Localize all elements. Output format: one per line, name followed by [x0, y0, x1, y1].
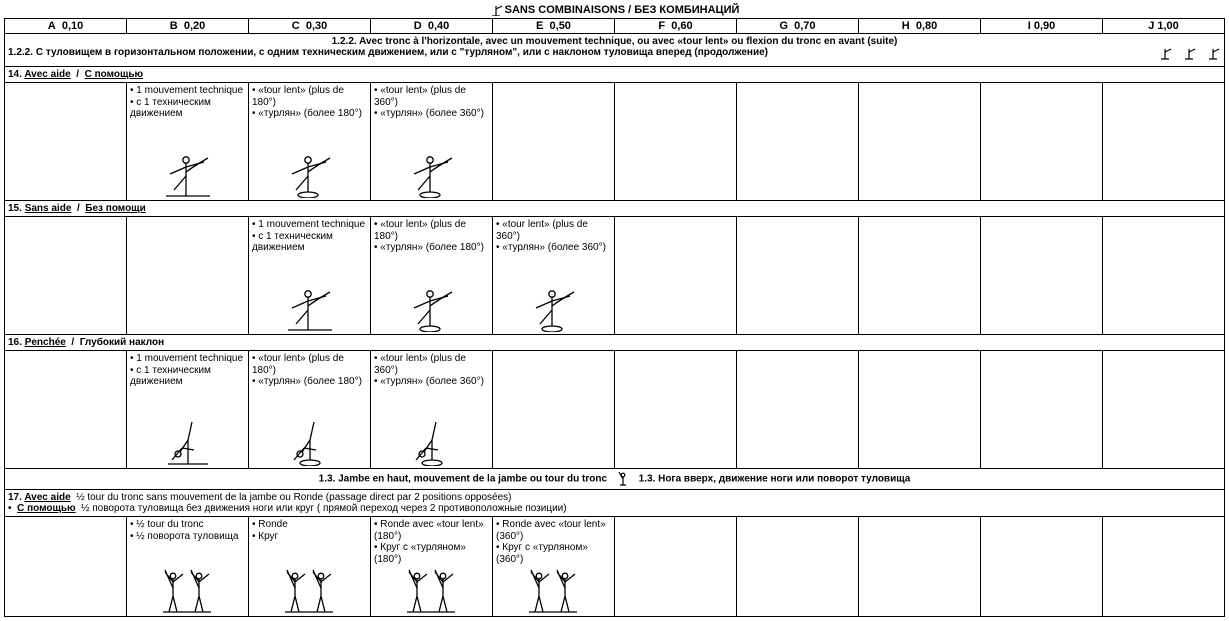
row17-C: Ronde Круг [249, 517, 371, 617]
figure-icon [286, 286, 334, 332]
column-header-row: A 0,10 B 0,20 C 0,30 D 0,40 E 0,50 F 0,6… [5, 19, 1225, 34]
col-J: J 1,00 [1103, 19, 1225, 34]
figure-icon [529, 568, 579, 614]
row14-D: «tour lent» (plus de 360°) «турлян» (бол… [371, 83, 493, 201]
col-I: I 0,90 [981, 19, 1103, 34]
figure-icon [164, 420, 212, 466]
header-ru: БЕЗ КОМБИНАЦИЙ [634, 4, 739, 16]
row17-label: 17. Avec aide ½ tour du tronc sans mouve… [5, 490, 1225, 517]
row17-cells: ½ tour du tronc ½ поворота туловища Rond… [5, 517, 1225, 617]
row17-B: ½ tour du tronc ½ поворота туловища [127, 517, 249, 617]
figure-icon [286, 420, 334, 466]
row15-C: 1 mouvement technique с 1 техническим дв… [249, 217, 371, 335]
col-D: D 0,40 [371, 19, 493, 34]
row16-cells: 1 mouvement technique с 1 техническим дв… [5, 351, 1225, 469]
figure-icon [163, 568, 213, 614]
col-A: A 0,10 [5, 19, 127, 34]
row15-E: «tour lent» (plus de 360°) «турлян» (бол… [493, 217, 615, 335]
figure-icon [408, 152, 456, 198]
row17-D: Ronde avec «tour lent» (180°) Круг с «ту… [371, 517, 493, 617]
row15-cells: 1 mouvement technique с 1 техническим дв… [5, 217, 1225, 335]
figure-icon [286, 152, 334, 198]
section-122-head: 1.2.2. Avec tronc à l'horizontale, avec … [5, 34, 1225, 67]
row14-B: 1 mouvement technique с 1 техническим дв… [127, 83, 249, 201]
legup-icon [616, 471, 630, 487]
row15-D: «tour lent» (plus de 180°) «турлян» (бол… [371, 217, 493, 335]
header-fr: SANS COMBINAISONS [505, 4, 625, 16]
row15-label: 15. Sans aide / Без помощи [5, 201, 1225, 217]
section-13-head: 1.3. Jambe en haut, mouvement de la jamb… [5, 469, 1225, 490]
row16-label: 16. Penchée / Глубокий наклон [5, 335, 1225, 351]
row14-label: 14. Avec aide / С помощью [5, 67, 1225, 83]
col-E: E 0,50 [493, 19, 615, 34]
row16-C: «tour lent» (plus de 180°) «турлян» (бол… [249, 351, 371, 469]
figure-icon [408, 286, 456, 332]
figure-icon [285, 568, 335, 614]
row17-E: Ronde avec «tour lent» (360°) Круг с «ту… [493, 517, 615, 617]
row14-cells: 1 mouvement technique с 1 техническим дв… [5, 83, 1225, 201]
balance-icons [1159, 47, 1221, 64]
figure-icon [530, 286, 578, 332]
row14-C: «tour lent» (plus de 180°) «турлян» (бол… [249, 83, 371, 201]
figure-icon [407, 568, 457, 614]
col-C: C 0,30 [249, 19, 371, 34]
page-header: SANS COMBINAISONS / БЕЗ КОМБИНАЦИЙ [4, 4, 1225, 16]
col-F: F 0,60 [615, 19, 737, 34]
col-B: B 0,20 [127, 19, 249, 34]
figure-icon [408, 420, 456, 466]
row16-B: 1 mouvement technique с 1 техническим дв… [127, 351, 249, 469]
difficulty-table: A 0,10 B 0,20 C 0,30 D 0,40 E 0,50 F 0,6… [4, 18, 1225, 617]
col-H: H 0,80 [859, 19, 981, 34]
row16-D: «tour lent» (plus de 360°) «турлян» (бол… [371, 351, 493, 469]
figure-icon [164, 152, 212, 198]
col-G: G 0,70 [737, 19, 859, 34]
